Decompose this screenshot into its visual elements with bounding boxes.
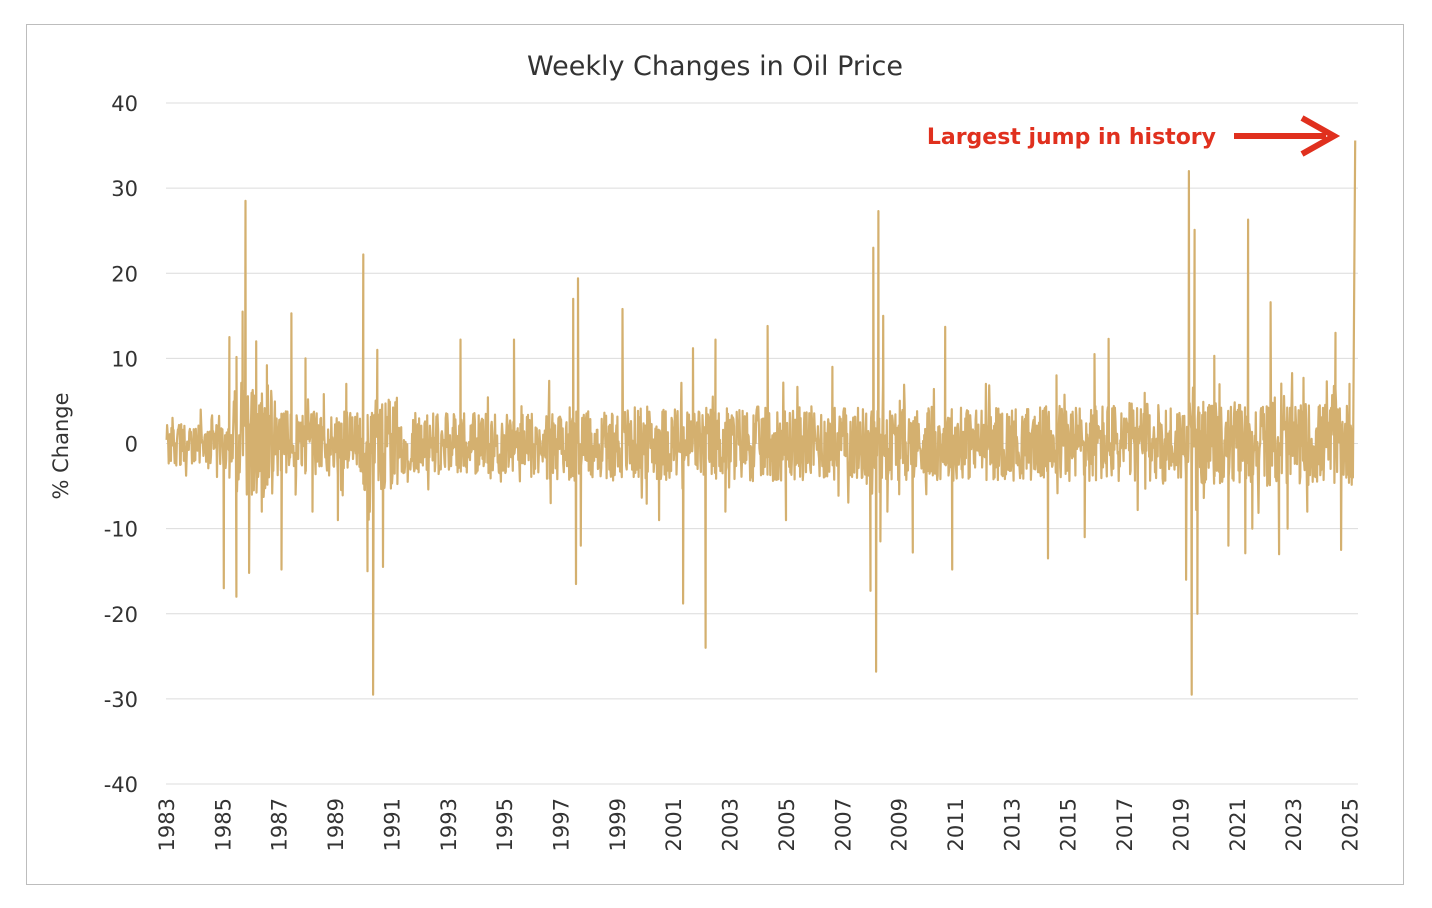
x-tick-label: 2021 — [1226, 798, 1250, 851]
x-tick-label: 1997 — [550, 798, 574, 851]
x-axis-ticks: 1983 1985 1987 1989 1991 1993 1995 1997 1999 2001… — [155, 798, 1363, 851]
x-tick-label: 2007 — [831, 798, 855, 851]
x-tick-label: 1983 — [155, 798, 179, 851]
y-tick-label: 30 — [111, 177, 138, 201]
x-tick-label: 1991 — [380, 798, 404, 851]
x-tick-label: 1985 — [211, 798, 235, 851]
chart-title: Weekly Changes in Oil Price — [527, 51, 903, 82]
annotation-arrow-head — [1300, 115, 1341, 157]
x-tick-label: 2001 — [662, 798, 686, 851]
annotation: Largest jump in history — [927, 115, 1341, 157]
x-tick-label: 1995 — [493, 798, 517, 851]
y-tick-label: -30 — [104, 688, 138, 712]
series-line-weekly-change — [165, 140, 1357, 696]
annotation-text: Largest jump in history — [927, 125, 1216, 150]
x-tick-label: 2009 — [888, 798, 912, 851]
y-axis-ticks: 40 30 20 10 0 -10 -20 -30 -40 — [104, 92, 138, 797]
series-line-area — [165, 140, 1357, 696]
x-tick-label: 2013 — [1000, 798, 1024, 851]
x-tick-label: 2023 — [1282, 798, 1306, 851]
x-tick-label: 2017 — [1113, 798, 1137, 851]
x-tick-label: 1989 — [324, 798, 348, 851]
y-tick-label: 20 — [111, 262, 138, 286]
x-tick-label: 1993 — [437, 798, 461, 851]
x-tick-label: 2003 — [719, 798, 743, 851]
y-tick-label: 40 — [111, 92, 138, 116]
x-tick-label: 2019 — [1169, 798, 1193, 851]
x-tick-label: 2025 — [1339, 798, 1363, 851]
x-tick-label: 1987 — [268, 798, 292, 851]
gridlines — [166, 102, 1358, 785]
y-tick-label: -20 — [104, 603, 138, 627]
x-tick-label: 2011 — [944, 798, 968, 851]
x-tick-label: 2005 — [775, 798, 799, 851]
x-tick-label: 2015 — [1057, 798, 1081, 851]
y-tick-label: -40 — [104, 773, 138, 797]
y-tick-label: 10 — [111, 347, 138, 371]
y-axis-label: % Change — [49, 392, 73, 499]
x-tick-label: 1999 — [606, 798, 630, 851]
y-tick-label: -10 — [104, 518, 138, 542]
y-tick-label: 0 — [125, 433, 138, 457]
